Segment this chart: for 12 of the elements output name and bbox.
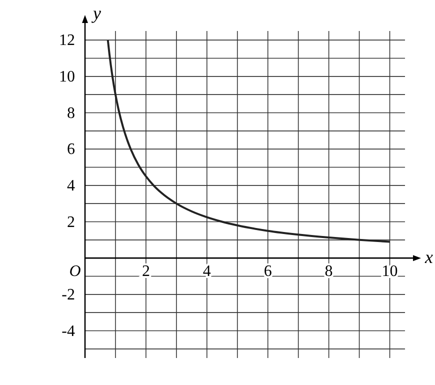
y-axis-title: y [91, 3, 101, 23]
x-tick-label: O [69, 263, 82, 280]
y-tick-label: 4 [67, 177, 75, 194]
line-series [106, 39, 391, 243]
y-tick-label: 2 [67, 214, 75, 231]
y-tick-label: 12 [59, 32, 75, 50]
y-tick-label: 10 [59, 68, 75, 86]
y-tick-label: 8 [67, 104, 75, 122]
y-tick-label: 6 [67, 141, 75, 158]
y-tick-label: -4 [62, 322, 75, 340]
x-axis-title: x [424, 247, 433, 268]
y-tick-label: -2 [62, 286, 75, 304]
